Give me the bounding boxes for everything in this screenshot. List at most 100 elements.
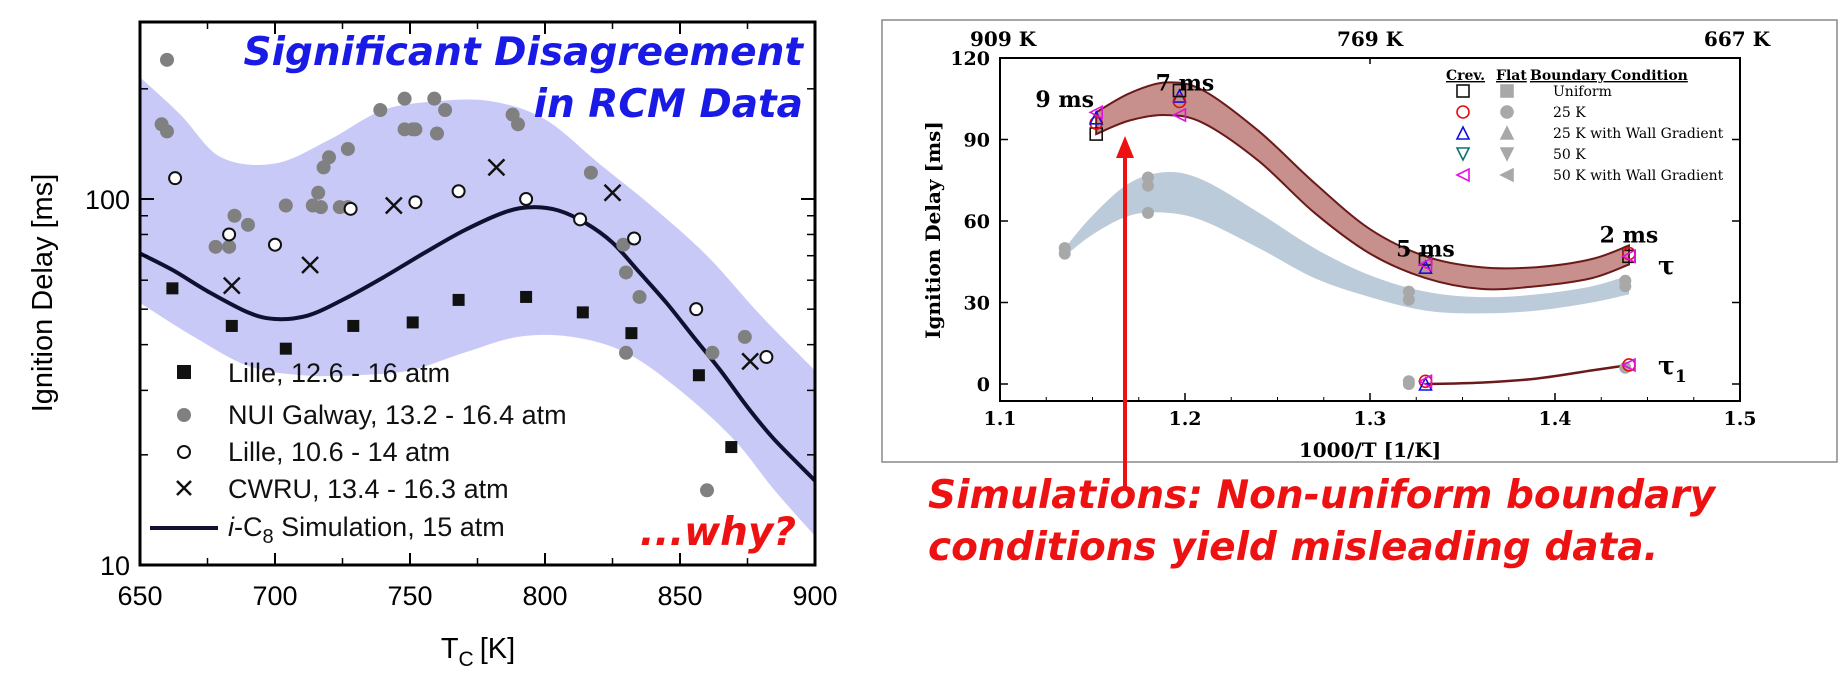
lille-10-point	[451, 184, 466, 199]
galway-point	[222, 239, 237, 254]
left-axis-ticks: 650 700 750 800 850 900 10 100	[85, 22, 838, 611]
tau-label: τ	[1658, 251, 1675, 280]
galway-point	[227, 208, 242, 223]
legend-crev-marker	[1456, 84, 1470, 98]
lille-12-point	[279, 342, 292, 355]
y-tick-label: 10	[100, 551, 130, 581]
galway-point	[241, 217, 255, 232]
galway-point	[160, 52, 174, 67]
lille-10-point	[343, 201, 358, 216]
legend-marker-galway-circle	[177, 408, 191, 422]
lille-10-point	[408, 195, 423, 210]
flat-point	[1619, 274, 1632, 287]
galway-point	[408, 122, 423, 137]
lille-12-point	[452, 293, 465, 306]
cwru-point	[384, 196, 403, 215]
legend-sim-prefix: i	[228, 512, 235, 542]
cwru-point	[487, 158, 506, 177]
time-annotation: 5 ms	[1396, 236, 1455, 262]
crevice-point	[1418, 376, 1433, 391]
galway-point	[737, 329, 752, 344]
x-tick-label: 1.1	[983, 408, 1016, 430]
callout-line-1: Simulations: Non-uniform boundary	[928, 473, 1717, 518]
time-annotation: 7 ms	[1156, 71, 1215, 97]
legend-marker-lille-square	[177, 365, 191, 379]
cwru-point	[222, 276, 241, 295]
legend-row-label: 50 K	[1553, 147, 1586, 163]
flat-point	[1142, 206, 1154, 219]
top-axis-temperature-label: 769 K	[1337, 27, 1404, 51]
y-tick-label: 0	[977, 374, 990, 396]
crevice-point	[1417, 257, 1433, 272]
lille-12-point	[520, 290, 533, 303]
left-legend: Lille, 12.6 - 16 atm NUI Galway, 13.2 - …	[150, 358, 567, 548]
crevice-point	[1621, 357, 1636, 373]
y-tick-label: 60	[964, 211, 990, 233]
legend-flat-marker	[1499, 147, 1515, 162]
crevice-point	[1417, 373, 1433, 389]
legend-crev-marker	[1455, 167, 1470, 183]
lille-12-point	[692, 369, 705, 382]
legend-flat-marker	[1500, 105, 1514, 119]
lille-12-point	[347, 319, 360, 332]
top-axis-temperature-label: 667 K	[1704, 27, 1771, 51]
legend-flat-marker	[1500, 84, 1514, 98]
legend-label-galway: NUI Galway, 13.2 - 16.4 atm	[228, 400, 567, 430]
galway-point	[583, 165, 598, 180]
x-tick-label: 700	[252, 581, 297, 611]
tau1-curve	[1425, 363, 1630, 386]
legend-sim-main: -C	[234, 512, 263, 542]
left-uncertainty-band	[140, 77, 815, 537]
legend-marker-lille-open-circle	[177, 445, 191, 459]
galway-point	[340, 141, 355, 156]
legend-flat-marker	[1499, 167, 1514, 183]
x-tick-label: 850	[657, 581, 702, 611]
lille-12-point	[406, 316, 419, 329]
flat-band	[1064, 172, 1629, 314]
galway-point	[322, 150, 336, 165]
lille-12-point	[166, 282, 179, 295]
right-y-axis-label: Ignition Delay [ms]	[921, 121, 945, 339]
galway-point	[311, 185, 326, 200]
right-x-axis-label: 1000/T [1/K]	[1299, 438, 1441, 462]
legend-flat-marker	[1499, 125, 1515, 140]
cwru-point	[603, 183, 622, 202]
tau1-sub: 1	[1675, 367, 1687, 387]
x-tick-label: 800	[522, 581, 567, 611]
left-title-line-1: Significant Disagreement	[244, 30, 805, 75]
arrow-head-icon	[1116, 136, 1134, 158]
legend-label-lille-10: Lille, 10.6 - 14 atm	[228, 437, 450, 467]
lille-10-point	[627, 231, 642, 246]
galway-point	[619, 265, 633, 280]
x-tick-label: 650	[117, 581, 162, 611]
left-x-label-main: T	[441, 633, 459, 665]
left-x-label-sub: C	[459, 648, 474, 671]
galway-point	[619, 345, 633, 360]
legend-row-label: 25 K with Wall Gradient	[1553, 126, 1724, 142]
lille-10-point	[573, 212, 588, 227]
lille-12-point	[725, 441, 738, 454]
galway-point	[427, 91, 442, 106]
galway-point	[438, 103, 453, 118]
right-time-annotations: 9 ms 7 ms 5 ms 2 ms	[1035, 71, 1658, 263]
crevice-point	[1172, 83, 1187, 98]
left-data-points	[154, 52, 774, 498]
y-tick-label: 120	[950, 48, 990, 70]
lille-10-point	[689, 302, 704, 317]
legend-header-bc: Boundary Condition	[1530, 68, 1688, 84]
legend-label-cwru: CWRU, 13.4 - 16.3 atm	[228, 474, 509, 504]
lille-10-point	[222, 227, 237, 242]
crevice-point	[1171, 107, 1187, 123]
legend-sim-sub: 8	[263, 526, 274, 548]
crevice-point	[1088, 109, 1104, 125]
legend-label-lille-12: Lille, 12.6 - 16 atm	[228, 358, 450, 388]
galway-point	[397, 91, 412, 106]
lille-10-point	[268, 237, 282, 252]
x-tick-label: 1.4	[1538, 408, 1571, 430]
left-title-line-2: in RCM Data	[534, 82, 803, 127]
crevice-band	[1095, 81, 1630, 291]
galway-point	[616, 237, 631, 252]
